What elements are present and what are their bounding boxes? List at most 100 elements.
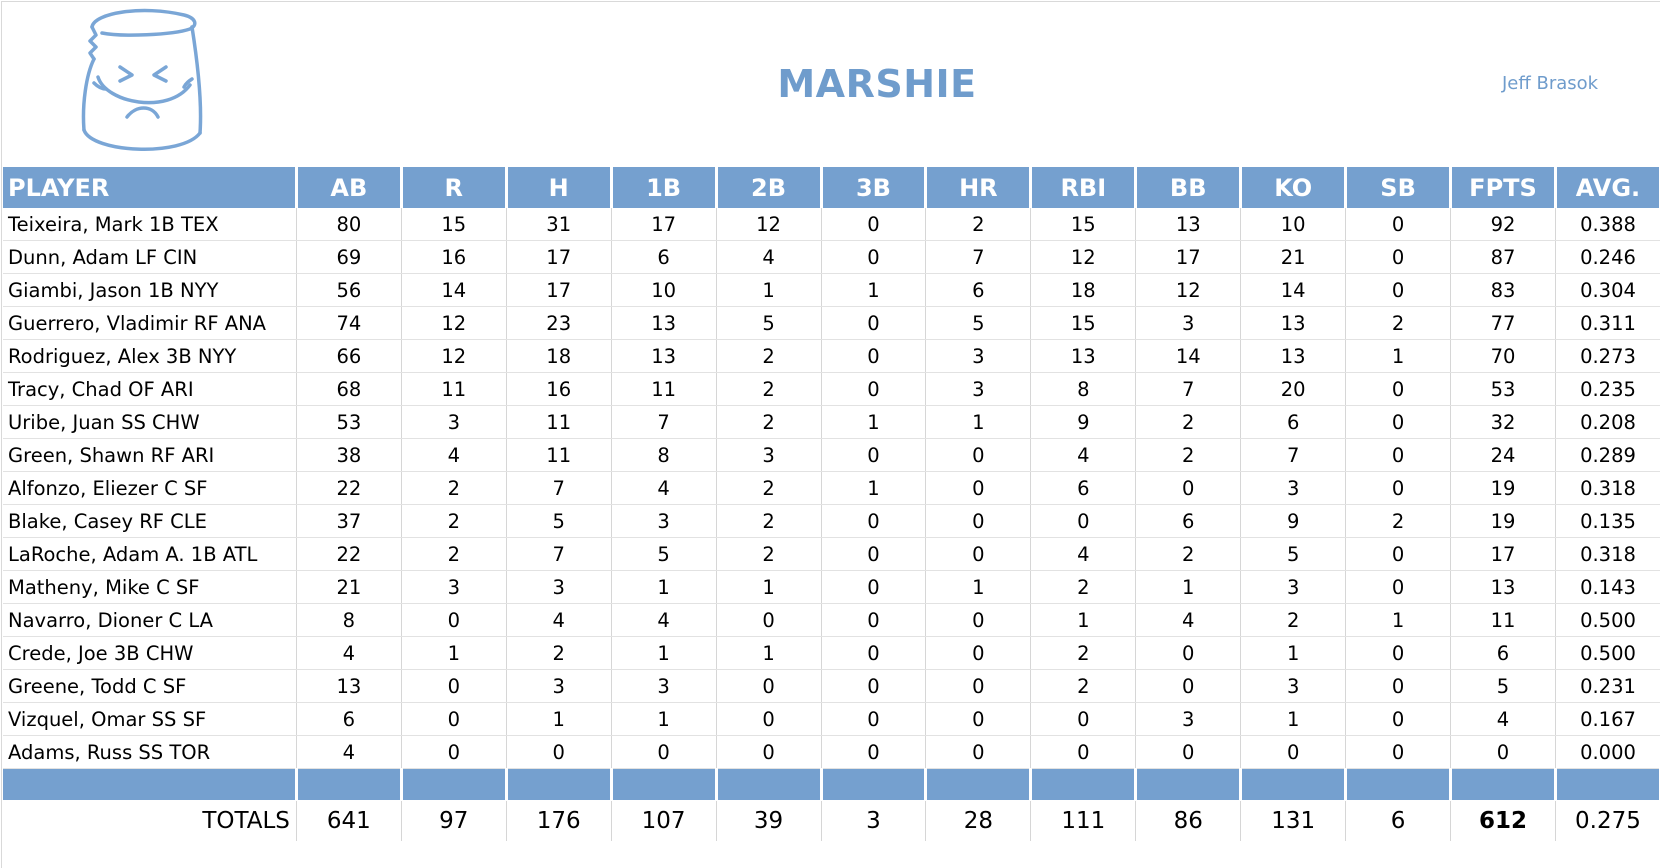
stat-cell[interactable]: 0.304 [1555,273,1660,307]
stat-cell[interactable]: 9 [1030,405,1137,439]
stat-cell[interactable]: 0 [716,702,822,736]
stat-cell[interactable]: 2 [925,208,1032,241]
column-header[interactable]: SB [1345,167,1453,208]
stat-cell[interactable]: 2 [1345,504,1452,538]
stat-cell[interactable]: 13 [1240,306,1347,340]
player-name-cell[interactable]: Adams, Russ SS TOR [3,735,297,769]
stat-cell[interactable]: 1 [401,636,507,670]
totals-cell[interactable]: 111 [1030,800,1137,841]
stat-cell[interactable]: 0 [821,438,927,472]
stat-cell[interactable]: 2 [401,504,507,538]
stat-cell[interactable]: 92 [1450,208,1556,241]
stat-cell[interactable]: 0 [821,372,927,406]
stat-cell[interactable]: 0.167 [1555,702,1660,736]
totals-cell[interactable]: 97 [401,800,507,841]
stat-cell[interactable]: 5 [1450,669,1556,703]
stat-cell[interactable]: 0 [821,702,927,736]
stat-cell[interactable]: 3 [401,405,507,439]
stat-cell[interactable]: 18 [1030,273,1137,307]
stat-cell[interactable]: 66 [296,339,402,373]
stat-cell[interactable]: 0 [1345,273,1452,307]
stat-cell[interactable]: 8 [611,438,717,472]
stat-cell[interactable]: 0.289 [1555,438,1660,472]
stat-cell[interactable]: 53 [296,405,402,439]
stat-cell[interactable]: 12 [401,306,507,340]
stat-cell[interactable]: 0 [401,702,507,736]
stat-cell[interactable]: 7 [611,405,717,439]
stat-cell[interactable]: 2 [401,537,507,571]
stat-cell[interactable]: 6 [925,273,1032,307]
stat-cell[interactable]: 17 [506,240,612,274]
stat-cell[interactable]: 1 [611,636,717,670]
stat-cell[interactable]: 2 [716,471,822,505]
stat-cell[interactable]: 0.500 [1555,636,1660,670]
stat-cell[interactable]: 77 [1450,306,1556,340]
stat-cell[interactable]: 4 [1450,702,1556,736]
stat-cell[interactable]: 17 [506,273,612,307]
column-header[interactable]: 2B [716,167,823,208]
stat-cell[interactable]: 0 [925,702,1032,736]
stat-cell[interactable]: 3 [1135,306,1242,340]
column-header[interactable]: FPTS [1450,167,1557,208]
stat-cell[interactable]: 2 [716,372,822,406]
stat-cell[interactable]: 0 [1345,240,1452,274]
stat-cell[interactable]: 0 [716,735,822,769]
column-header[interactable]: 3B [821,167,928,208]
stat-cell[interactable]: 3 [1240,669,1347,703]
stat-cell[interactable]: 6 [611,240,717,274]
stat-cell[interactable]: 56 [296,273,402,307]
stat-cell[interactable]: 0 [821,240,927,274]
stat-cell[interactable]: 1 [611,570,717,604]
player-name-cell[interactable]: Dunn, Adam LF CIN [3,240,297,274]
column-header[interactable]: 1B [611,167,718,208]
stat-cell[interactable]: 0 [401,603,507,637]
stat-cell[interactable]: 3 [611,669,717,703]
column-header[interactable]: HR [925,167,1033,208]
totals-cell[interactable]: 39 [716,800,822,841]
stat-cell[interactable]: 4 [716,240,822,274]
stat-cell[interactable]: 14 [1135,339,1242,373]
stat-cell[interactable]: 6 [1030,471,1137,505]
stat-cell[interactable]: 0 [611,735,717,769]
stat-cell[interactable]: 2 [1345,306,1452,340]
stat-cell[interactable]: 15 [1030,208,1137,241]
stat-cell[interactable]: 68 [296,372,402,406]
stat-cell[interactable]: 12 [401,339,507,373]
column-header[interactable]: H [506,167,613,208]
stat-cell[interactable]: 0 [925,603,1032,637]
player-name-cell[interactable]: Crede, Joe 3B CHW [3,636,297,670]
stat-cell[interactable]: 0.135 [1555,504,1660,538]
totals-cell[interactable]: 176 [506,800,612,841]
stat-cell[interactable]: 0 [925,504,1032,538]
stat-cell[interactable]: 3 [506,570,612,604]
stat-cell[interactable]: 13 [1030,339,1137,373]
totals-cell[interactable]: 131 [1240,800,1347,841]
stat-cell[interactable]: 0 [821,636,927,670]
stat-cell[interactable]: 70 [1450,339,1556,373]
stat-cell[interactable]: 0 [401,669,507,703]
stat-cell[interactable]: 31 [506,208,612,241]
totals-cell[interactable]: 6 [1345,800,1452,841]
stat-cell[interactable]: 0.388 [1555,208,1660,241]
stat-cell[interactable]: 0.143 [1555,570,1660,604]
stat-cell[interactable]: 0 [401,735,507,769]
stat-cell[interactable]: 24 [1450,438,1556,472]
stat-cell[interactable]: 0 [1030,702,1137,736]
player-name-cell[interactable]: Vizquel, Omar SS SF [3,702,297,736]
stat-cell[interactable]: 16 [401,240,507,274]
stat-cell[interactable]: 3 [925,339,1032,373]
stat-cell[interactable]: 7 [1240,438,1347,472]
column-header[interactable]: PLAYER [3,167,298,208]
stat-cell[interactable]: 0 [1345,735,1452,769]
stat-cell[interactable]: 17 [1135,240,1242,274]
stat-cell[interactable]: 4 [506,603,612,637]
stat-cell[interactable]: 2 [401,471,507,505]
stat-cell[interactable]: 15 [401,208,507,241]
stat-cell[interactable]: 4 [611,471,717,505]
totals-cell[interactable]: 3 [821,800,927,841]
stat-cell[interactable]: 0 [1345,438,1452,472]
stat-cell[interactable]: 0 [1450,735,1556,769]
stat-cell[interactable]: 13 [1135,208,1242,241]
totals-cell[interactable]: 641 [296,800,402,841]
totals-cell[interactable]: 0.275 [1555,800,1660,841]
